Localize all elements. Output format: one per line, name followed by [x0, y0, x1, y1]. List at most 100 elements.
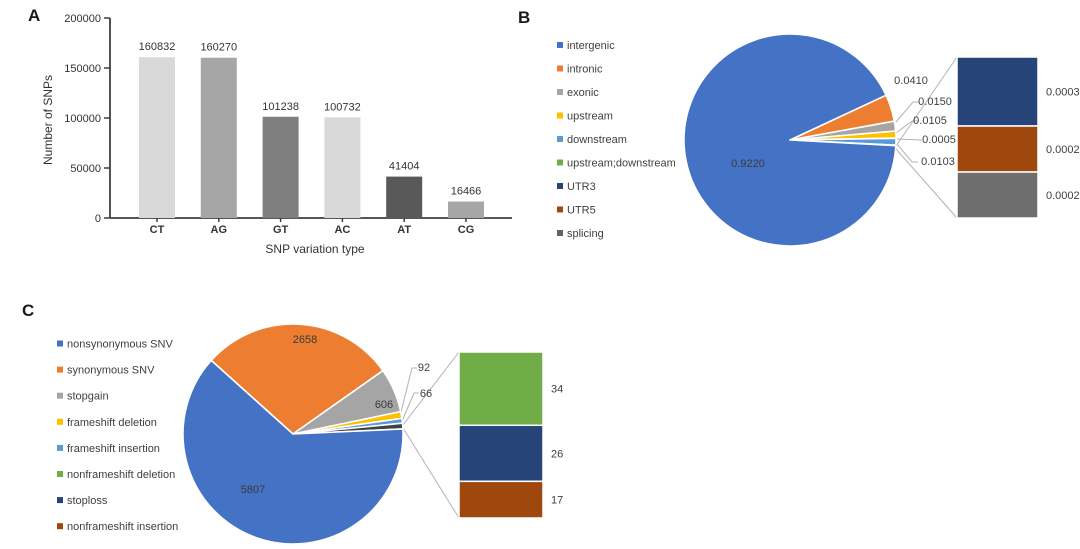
y-tick-label: 0 — [95, 213, 101, 225]
callout-lines — [895, 56, 958, 219]
legend-swatch — [57, 366, 63, 373]
bar-value-label: 41404 — [389, 161, 420, 173]
leader-line — [895, 101, 919, 123]
bar-segment-utr3 — [956, 56, 1039, 127]
legend-label: UTR5 — [567, 205, 596, 217]
bar-segment-label: 0.0002 — [1046, 144, 1080, 156]
panel-a-label: A — [28, 6, 41, 25]
bar-segment-label: 0.0002 — [1046, 190, 1080, 202]
legend-swatch — [57, 471, 63, 477]
bar-AT — [386, 176, 423, 218]
slice-value-label: 0.0105 — [913, 115, 947, 127]
legend-label: splicing — [567, 228, 604, 240]
legend-item-utr3: UTR3 — [557, 181, 596, 193]
legend-item-utr5: UTR5 — [557, 205, 596, 217]
bar-value-label: 16466 — [451, 186, 482, 198]
legend-item-upstream: upstream — [557, 111, 613, 123]
legend-label: synonymous SNV — [67, 365, 155, 377]
legend-swatch — [57, 497, 63, 504]
bar-value-label: 101238 — [262, 101, 299, 113]
legend-label: nonframeshift deletion — [67, 469, 175, 481]
panel-a-axes: 0 50000 100000 150000 200000 — [64, 13, 512, 225]
legend: nonsynonymous SNV synonymous SNV stopgain f… — [57, 339, 178, 533]
legend-swatch — [57, 523, 63, 530]
bar-connector-line — [402, 427, 460, 519]
legend-swatch — [557, 183, 563, 189]
x-category-label: AC — [334, 224, 350, 236]
legend-label: stoploss — [67, 495, 108, 507]
bar-value-label: 160270 — [200, 42, 237, 54]
pie-slice-nonsynonymous-snv — [182, 359, 404, 545]
bar-segment-stoploss — [458, 424, 544, 483]
legend-label: downstream — [567, 134, 627, 146]
slice-value-label: 0.0150 — [918, 96, 952, 108]
pie-slice-intergenic — [683, 33, 897, 247]
legend-item-splicing: splicing — [557, 228, 604, 240]
bar-of-pie: 0.0003 0.0002 0.0002 — [956, 56, 1080, 219]
bar-segment-utr5 — [956, 125, 1039, 173]
legend-swatch — [557, 230, 563, 236]
bar-CG — [448, 201, 484, 218]
bar-connector-line — [402, 351, 460, 426]
legend-swatch — [557, 136, 563, 142]
slice-value-label: 66 — [420, 388, 432, 400]
legend-item-upstream-downstream: upstream;downstream — [557, 158, 676, 170]
slice-value-label: 0.0103 — [921, 156, 955, 168]
legend-label: upstream;downstream — [567, 158, 676, 170]
bar-of-pie: 34 26 17 — [458, 351, 563, 519]
panel-b-label: B — [518, 8, 531, 27]
legend-label: frameshift insertion — [67, 443, 160, 455]
legend-item-nonframeshift-insertion: nonframeshift insertion — [57, 521, 178, 533]
bar-connector-line — [895, 148, 958, 219]
slice-value-label: 92 — [418, 362, 430, 374]
bar-segment-label: 26 — [551, 448, 563, 460]
legend-item-stopgain: stopgain — [57, 391, 109, 403]
legend-item-frameshift-insertion: frameshift insertion — [57, 443, 160, 455]
leader-line — [401, 392, 419, 422]
pie-chart-snp-annotation: intergenic intronic exonic upstream downstre… — [557, 33, 1080, 247]
bar-segment-label: 34 — [551, 384, 563, 396]
bar-GT — [262, 116, 299, 218]
pie-chart-exonic-snp-function: nonsynonymous SNV synonymous SNV stopgain f… — [57, 323, 563, 545]
legend-item-downstream: downstream — [557, 134, 627, 146]
bar-segment-label: 17 — [551, 495, 563, 507]
x-category-label: AT — [397, 224, 411, 236]
bar-segment-splicing — [956, 171, 1039, 219]
panel-c-label: C — [22, 301, 35, 320]
bar-segment-label: 0.0003 — [1046, 87, 1080, 99]
legend-label: upstream — [567, 111, 613, 123]
legend-item-exonic: exonic — [557, 87, 599, 99]
legend-swatch — [557, 42, 563, 48]
legend-item-frameshift-deletion: frameshift deletion — [57, 417, 157, 429]
bar-chart-snp-variation-types: 0 50000 100000 150000 200000 160832 CT 160270 AG… — [41, 13, 512, 256]
legend-swatch — [557, 206, 563, 213]
legend-label: UTR3 — [567, 181, 596, 193]
x-category-label: CG — [458, 224, 475, 236]
bar-segment-nonframeshift-insertion — [458, 480, 544, 519]
y-tick-label: 100000 — [64, 113, 101, 125]
x-category-label: CT — [150, 224, 165, 236]
legend-swatch — [57, 444, 63, 451]
legend-swatch — [557, 112, 563, 119]
legend-swatch — [57, 418, 63, 425]
y-tick-label: 50000 — [70, 163, 101, 175]
bar-connector-line — [895, 56, 958, 147]
legend-swatch — [57, 340, 63, 347]
bar-value-label: 100732 — [324, 101, 361, 113]
legend-label: intronic — [567, 64, 603, 76]
legend-label: exonic — [567, 87, 599, 99]
pie — [683, 33, 897, 247]
legend: intergenic intronic exonic upstream downstre… — [557, 40, 676, 240]
legend-item-intergenic: intergenic — [557, 40, 615, 52]
y-tick-label: 200000 — [64, 13, 101, 25]
legend-label: nonsynonymous SNV — [67, 339, 173, 351]
leader-line — [400, 367, 417, 413]
leader-line — [895, 120, 918, 134]
legend-label: nonframeshift insertion — [67, 521, 178, 533]
legend-swatch — [557, 159, 563, 166]
legend-label: stopgain — [67, 391, 109, 403]
slice-value-label: 606 — [375, 399, 393, 411]
slice-value-label: 0.9220 — [731, 158, 765, 170]
legend-item-synonymous-snv: synonymous SNV — [57, 365, 155, 377]
